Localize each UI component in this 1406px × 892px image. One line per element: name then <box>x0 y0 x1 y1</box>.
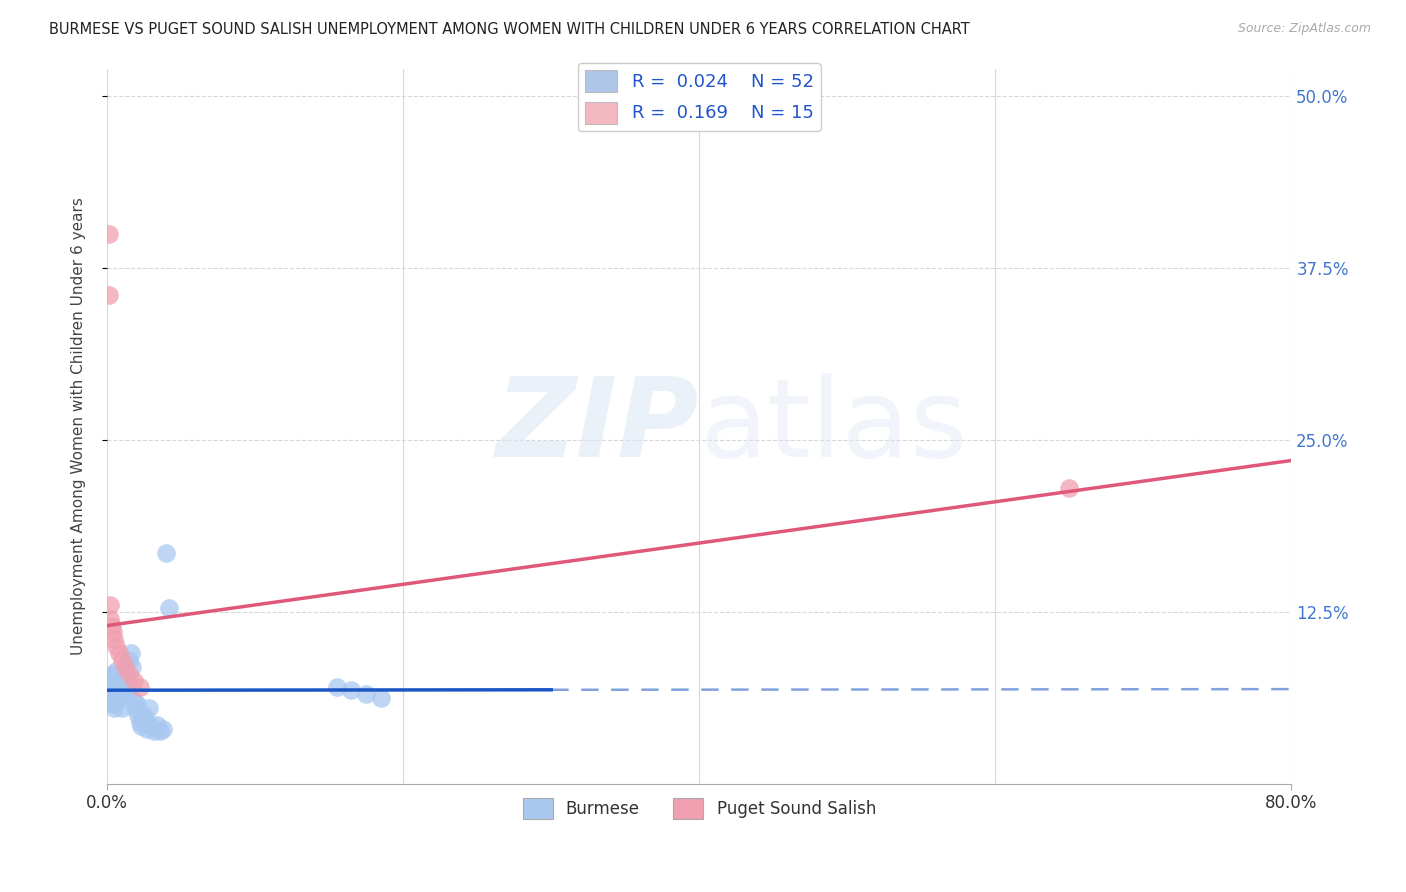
Point <box>127 708 149 723</box>
Point <box>98 598 121 612</box>
Point <box>128 714 150 729</box>
Point <box>101 691 124 706</box>
Point <box>97 227 120 241</box>
Point <box>340 683 363 698</box>
Text: atlas: atlas <box>699 373 967 480</box>
Point <box>114 660 136 674</box>
Point <box>143 724 166 739</box>
Point <box>122 673 145 688</box>
Point <box>117 687 139 701</box>
Point <box>110 683 132 698</box>
Point <box>129 719 152 733</box>
Point <box>103 632 125 647</box>
Y-axis label: Unemployment Among Women with Children Under 6 years: Unemployment Among Women with Children U… <box>72 197 86 655</box>
Point <box>131 711 153 725</box>
Point <box>104 678 127 692</box>
Point <box>100 697 122 711</box>
Point <box>370 691 392 706</box>
Point <box>152 722 174 736</box>
Point <box>108 681 131 695</box>
Point <box>141 719 163 733</box>
Point <box>101 625 124 640</box>
Point <box>104 664 127 678</box>
Point <box>100 666 122 681</box>
Point <box>111 701 134 715</box>
Point <box>101 669 124 683</box>
Text: ZIP: ZIP <box>496 373 699 480</box>
Point <box>98 683 121 698</box>
Point <box>128 681 150 695</box>
Point <box>108 687 131 701</box>
Point <box>115 669 138 683</box>
Point <box>97 678 120 692</box>
Point <box>354 687 377 701</box>
Point <box>103 683 125 698</box>
Text: BURMESE VS PUGET SOUND SALISH UNEMPLOYMENT AMONG WOMEN WITH CHILDREN UNDER 6 YEA: BURMESE VS PUGET SOUND SALISH UNEMPLOYME… <box>49 22 970 37</box>
Point <box>132 708 155 723</box>
Point <box>121 660 143 674</box>
Point <box>1059 481 1081 495</box>
Point <box>118 653 141 667</box>
Point <box>98 694 121 708</box>
Point <box>97 288 120 302</box>
Point <box>124 701 146 715</box>
Point <box>110 669 132 683</box>
Point <box>98 673 121 688</box>
Point <box>114 660 136 674</box>
Point <box>136 722 159 736</box>
Point <box>157 600 180 615</box>
Point <box>111 653 134 667</box>
Point <box>107 673 129 688</box>
Point <box>107 694 129 708</box>
Legend: Burmese, Puget Sound Salish: Burmese, Puget Sound Salish <box>516 792 883 825</box>
Point <box>115 681 138 695</box>
Point <box>97 687 120 701</box>
Point <box>112 666 135 681</box>
Point <box>325 681 347 695</box>
Point <box>122 694 145 708</box>
Point <box>104 639 127 653</box>
Point <box>155 546 177 560</box>
Point <box>135 714 157 729</box>
Point <box>149 724 172 739</box>
Point <box>111 678 134 692</box>
Point <box>103 701 125 715</box>
Point <box>100 618 122 632</box>
Point <box>118 666 141 681</box>
Point <box>108 646 131 660</box>
Text: Source: ZipAtlas.com: Source: ZipAtlas.com <box>1237 22 1371 36</box>
Point <box>138 701 160 715</box>
Point <box>100 681 122 695</box>
Point <box>125 697 148 711</box>
Point <box>98 612 121 626</box>
Point <box>146 717 169 731</box>
Point <box>120 646 142 660</box>
